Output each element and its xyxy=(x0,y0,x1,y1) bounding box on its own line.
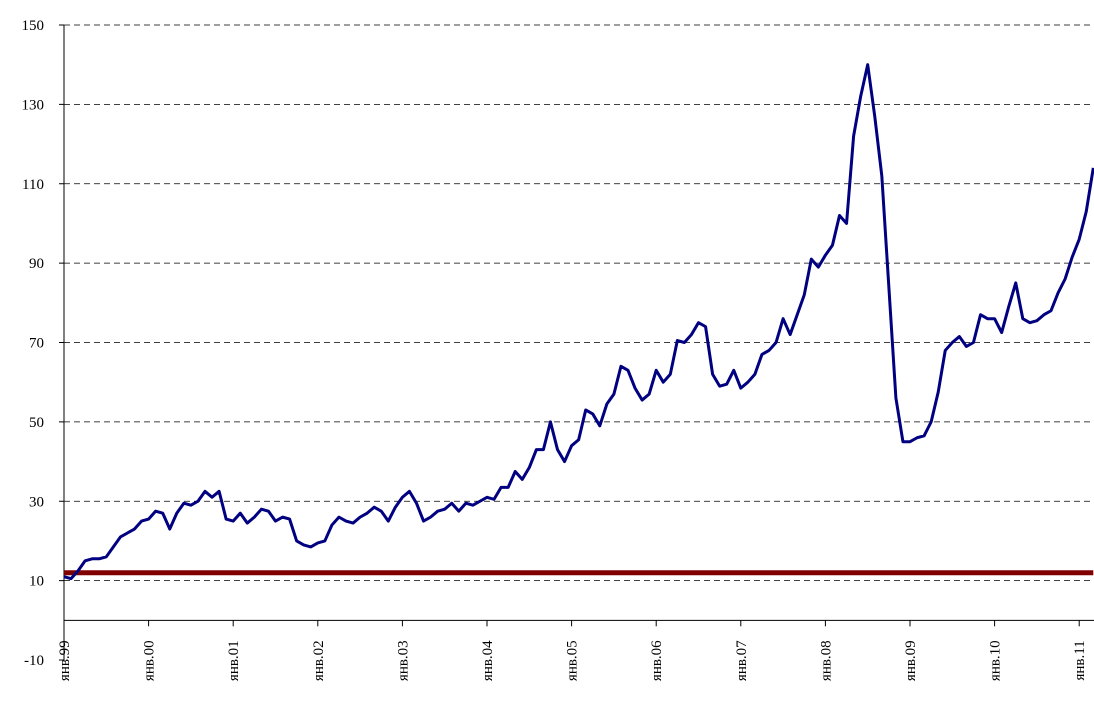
x-tick-label: янв.08 xyxy=(818,640,834,681)
x-tick-label: янв.10 xyxy=(988,640,1004,681)
y-tick-label: 10 xyxy=(29,574,44,590)
x-tick-label: янв.05 xyxy=(565,640,581,681)
x-tick-label: янв.11 xyxy=(1072,640,1088,680)
x-tick-label: янв.01 xyxy=(226,640,242,681)
y-tick-label: 70 xyxy=(29,336,44,352)
y-tick-label: -10 xyxy=(24,653,44,669)
y-tick-label: 110 xyxy=(22,177,44,193)
x-tick-label: янв.02 xyxy=(311,640,327,681)
x-tick-label: янв.09 xyxy=(903,640,919,681)
y-tick-label: 90 xyxy=(29,256,44,272)
y-tick-label: 150 xyxy=(22,18,45,34)
x-tick-label: янв.04 xyxy=(480,640,496,681)
x-tick-label: янв.99 xyxy=(57,640,73,681)
y-tick-label: 30 xyxy=(29,494,44,510)
data-line xyxy=(64,63,1094,581)
x-tick-label: янв.03 xyxy=(395,640,411,681)
x-tick-label: янв.06 xyxy=(649,640,665,681)
y-tick-label: 50 xyxy=(29,415,44,431)
x-tick-label: янв.07 xyxy=(734,640,750,681)
y-tick-label: 130 xyxy=(22,97,45,113)
x-tick-label: янв.00 xyxy=(142,640,158,681)
